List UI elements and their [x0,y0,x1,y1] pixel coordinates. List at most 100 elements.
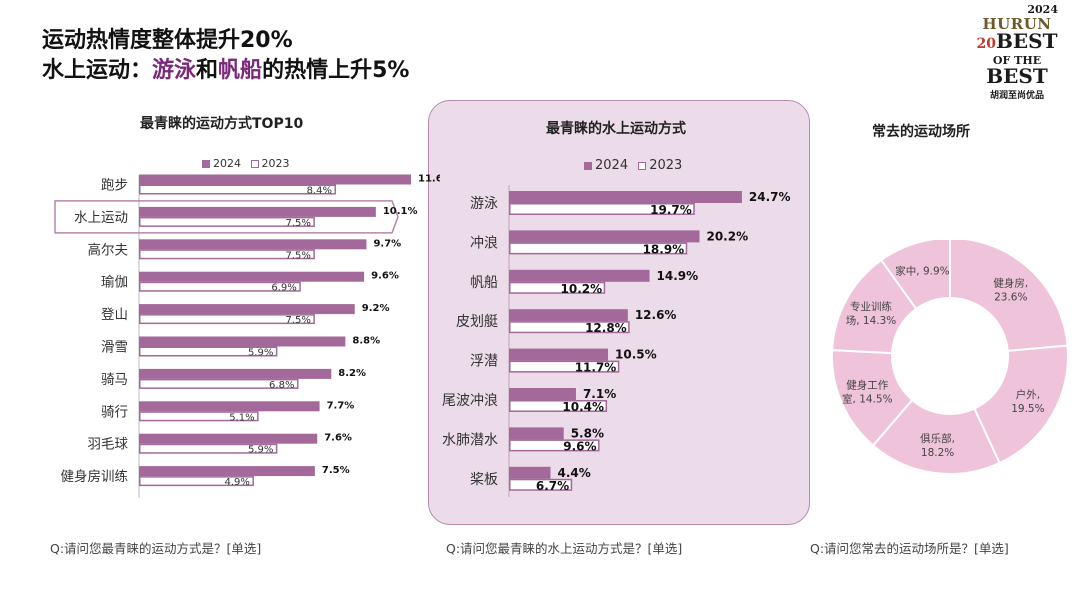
legend-2023-swatch [250,160,259,168]
subheadline: 水上运动：游泳和帆船的热情上升5% [42,58,410,83]
bar-2023 [509,203,695,215]
question-note-3: Q:请问您常去的运动场所是？[单选] [810,541,1009,556]
bar-2023 [139,476,254,487]
data-label-2023: 10.4% [562,400,604,414]
data-label-2024: 12.6% [635,308,677,322]
chart2-title: 最青睐的水上运动方式 [546,121,686,137]
data-label-2024: 11.6% [418,174,440,185]
category-label: 滑雪 [101,340,128,356]
data-label-2023: 6.8% [269,380,294,391]
data-label-2024: 9.6% [371,271,399,282]
data-label-2024: 10.1% [383,206,418,217]
bar-2023 [139,443,278,454]
donut-slice [949,240,1069,352]
data-label-2023: 6.9% [271,283,296,294]
hurun-logo: 2024 HURUN 20BEST OF THE BEST 胡润至尚优品 [976,3,1058,102]
category-label: 桨板 [470,471,498,488]
slice-value: 室, 14.5% [842,392,893,405]
bar-2024 [509,309,628,322]
slice-value: 场, 14.3% [846,314,897,327]
data-label-2024: 7.6% [324,433,352,444]
category-label: 游泳 [470,196,498,212]
data-label-2023: 18.9% [643,242,685,256]
chart1-title: 最青睐的运动方式TOP10 [140,116,304,132]
question-note-1: Q:请问您最青睐的运动方式是？[单选] [50,541,262,556]
category-label: 登山 [101,307,128,323]
data-label-2024: 24.7% [749,190,791,204]
bar-2024 [139,433,318,444]
data-label-2023: 12.8% [585,321,627,335]
data-label-2023: 5.1% [229,412,254,423]
chart2-legend: 2024 2023 [578,158,682,173]
category-label: 尾波冲浪 [442,393,498,409]
headline: 运动热情度整体提升20% [42,28,293,53]
category-label: 浮潜 [470,354,498,370]
bar-2023 [139,346,278,357]
data-label-2023: 7.5% [285,250,310,261]
data-label-2024: 9.7% [373,238,401,249]
bar-2024 [139,271,365,282]
bar-2023 [139,249,315,260]
category-label: 羽毛球 [88,437,129,453]
chart-water-sports: 游泳 24.7% 19.7% 冲浪 20.2% 18.9% 帆船 14.9% 10.2% 皮划艇 1… [442,185,791,497]
category-label: 水肺潜水 [442,432,498,448]
slice-label: 户外, [1016,388,1040,401]
category-label: 帆船 [470,275,498,291]
data-label-2024: 14.9% [657,269,699,283]
category-label: 健身房训练 [61,469,129,485]
bar-2024 [139,239,367,250]
bar-2024 [139,368,332,379]
legend-2024-swatch [202,160,210,168]
data-label-2024: 7.5% [322,465,350,476]
chart3-title: 常去的运动场所 [872,124,970,140]
data-label-2023: 8.4% [307,186,332,197]
bar-2023 [509,400,608,412]
data-label-2023: 7.5% [285,218,310,229]
bar-2024 [509,348,609,361]
data-label-2024: 8.2% [338,368,366,379]
slice-label: 健身工作 [846,378,888,391]
category-label: 冲浪 [470,235,498,251]
data-label-2024: 7.1% [583,387,616,401]
slice-value: 18.2% [921,447,954,459]
bar-2024 [509,466,551,479]
bar-2024 [139,206,376,217]
bar-2024 [139,336,346,347]
bar-2024 [509,230,700,243]
bar-2024 [509,388,576,400]
question-note-2: Q:请问您最青睐的水上运动方式是？[单选] [446,541,683,556]
bar-2024 [509,427,564,440]
data-label-2023: 6.7% [536,479,569,493]
data-label-2024: 9.2% [362,303,390,314]
highlight-marker [54,200,399,234]
data-label-2024: 8.8% [352,336,380,347]
category-label: 跑步 [101,178,128,194]
slice-label: 健身房, [993,277,1028,290]
slice-label: 家中, 9.9% [895,264,949,277]
legend-2024-swatch [584,161,592,170]
category-label: 水上运动 [74,210,128,226]
category-label: 骑行 [101,404,128,420]
data-label-2023: 5.9% [248,445,273,456]
bar-2023 [139,378,299,389]
bar-2023 [509,321,630,334]
bar-2023 [139,281,301,292]
chart-sports-top10: 跑步 11.6% 8.4% 水上运动 10.1% 7.5% 高尔夫 9.7% 7.5% 瑜伽 9.6… [54,174,440,498]
bar-2023 [509,281,606,294]
donut-slice [879,240,951,311]
category-label: 瑜伽 [101,275,128,291]
legend-2023-swatch [638,161,647,170]
bar-2023 [139,216,315,227]
category-label: 皮划艇 [456,314,498,330]
data-label-2023: 11.7% [575,361,617,375]
bar-2024 [139,304,355,315]
bar-2024 [139,174,412,185]
bar-2024 [509,269,650,282]
data-label-2024: 5.8% [571,426,604,440]
bar-2024 [139,466,315,477]
data-label-2023: 7.5% [285,315,310,326]
bar-2023 [509,478,573,491]
data-label-2024: 20.2% [706,229,748,243]
data-label-2023: 10.2% [561,282,603,296]
